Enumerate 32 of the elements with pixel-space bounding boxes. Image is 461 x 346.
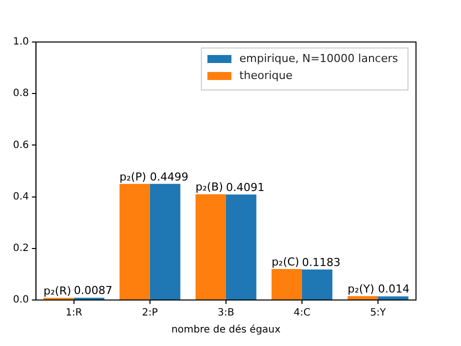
data-label: 0.014 xyxy=(378,282,410,296)
data-label: 0.4499 xyxy=(150,170,188,184)
y-tick-label: 0.4 xyxy=(12,191,29,202)
x-tick-label: 5:Y xyxy=(370,308,387,319)
legend-label: theorique xyxy=(239,68,293,82)
data-label: p₂(P) xyxy=(120,170,146,184)
bar xyxy=(120,184,150,300)
y-tick-label: 0.8 xyxy=(12,88,29,100)
data-label: 0.4091 xyxy=(226,180,264,194)
y-tick-label: 1.0 xyxy=(12,36,29,48)
x-tick-label: 1:R xyxy=(66,308,82,319)
data-label: 0.1183 xyxy=(302,256,340,269)
bar xyxy=(302,269,332,300)
data-label: p₂(B) xyxy=(196,180,224,194)
y-tick-label: 0.2 xyxy=(12,242,29,254)
bar xyxy=(226,194,256,300)
bar xyxy=(196,194,226,300)
x-tick-label: 3:B xyxy=(218,308,234,319)
x-tick-label: 2:P xyxy=(142,308,158,319)
bar xyxy=(378,296,408,300)
bar xyxy=(348,296,378,300)
data-label: 0.0087 xyxy=(74,284,112,298)
x-tick-label: 4:C xyxy=(294,308,310,319)
legend-label: empirique, N=10000 lancers xyxy=(239,52,398,65)
y-tick-label: 0.6 xyxy=(12,140,29,151)
x-axis-title: nombre de dés égaux xyxy=(171,324,281,336)
data-label: p₂(R) xyxy=(44,284,72,298)
data-label: p₂(C) xyxy=(272,255,300,268)
bar xyxy=(150,184,180,300)
data-label: p₂(Y) xyxy=(348,282,374,296)
bar xyxy=(272,269,302,300)
y-tick-label: 0.0 xyxy=(12,294,29,306)
